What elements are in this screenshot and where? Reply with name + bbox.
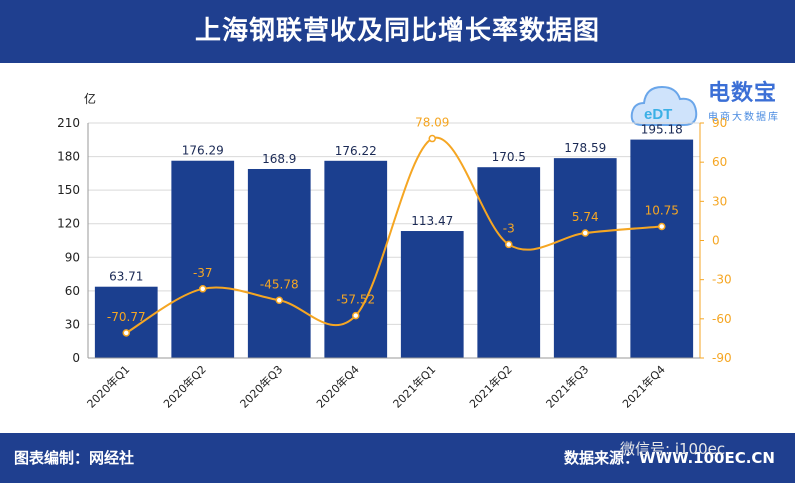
line-point bbox=[122, 329, 130, 337]
y-right-tick-label: 0 bbox=[712, 234, 720, 248]
brand-name: 电数宝 bbox=[708, 81, 778, 106]
line-point bbox=[581, 229, 589, 237]
bar bbox=[630, 139, 694, 358]
y-right-tick-label: 60 bbox=[712, 155, 727, 169]
bar bbox=[553, 158, 617, 358]
line-value-label: 78.09 bbox=[415, 116, 449, 130]
bar bbox=[324, 160, 388, 358]
x-tick-label: 2021年Q4 bbox=[619, 362, 668, 411]
x-tick-label: 2020年Q4 bbox=[313, 362, 362, 411]
wechat-id: 微信号: i100ec bbox=[620, 440, 726, 458]
y-left-tick-label: 180 bbox=[57, 150, 80, 164]
bar bbox=[247, 168, 311, 358]
x-axis: 2020年Q1 2020年Q2 2020年Q3 2020年Q4 2021年Q1 2021年… bbox=[84, 357, 700, 411]
y-axis-left: 0 30 60 90 120 150 180 210 bbox=[57, 116, 89, 365]
y-left-tick-label: 90 bbox=[65, 250, 80, 264]
line-point bbox=[352, 311, 360, 320]
growth-line bbox=[125, 136, 662, 334]
bar-value-label: 195.18 bbox=[641, 123, 683, 137]
line-series: -70.77 -37 -45.78 -57.52 78.09 -3 5.74 10.75 bbox=[107, 116, 679, 337]
bar bbox=[94, 286, 158, 358]
bar-value-label: 178.59 bbox=[564, 141, 606, 155]
bar-value-label: 63.71 bbox=[109, 270, 143, 284]
footer-source: 数据来源：WWW.100EC.CN bbox=[564, 449, 775, 467]
line-value-label: -3 bbox=[503, 221, 515, 235]
y-axis-right: -90 -60 -30 0 30 60 90 bbox=[699, 116, 732, 365]
x-tick-label: 2021年Q3 bbox=[543, 362, 592, 411]
brand-watermark: eDT 电数宝 电商大数据库 bbox=[630, 75, 790, 135]
line-point bbox=[428, 134, 436, 143]
header-bar: 上海钢联营收及同比增长率数据图 bbox=[0, 0, 795, 63]
line-point bbox=[275, 296, 283, 305]
bar-value-label: 168.9 bbox=[262, 152, 296, 166]
line-point bbox=[658, 222, 666, 231]
y-left-tick-label: 60 bbox=[65, 284, 80, 298]
y-left-tick-label: 30 bbox=[65, 317, 80, 331]
line-value-label: -70.77 bbox=[107, 310, 146, 324]
y-right-tick-label: -90 bbox=[712, 351, 732, 365]
x-tick-label: 2020年Q2 bbox=[160, 362, 209, 411]
line-point bbox=[199, 285, 207, 293]
y-right-tick-label: 90 bbox=[712, 116, 727, 130]
x-tick-label: 2021年Q1 bbox=[390, 362, 439, 411]
x-tick-label: 2020年Q1 bbox=[84, 362, 133, 411]
y-right-tick-label: -60 bbox=[712, 312, 732, 326]
bar-series: 63.71 176.29 168.9 176.22 113.47 170.5 178.59 1… bbox=[94, 123, 694, 358]
brand-subtitle: 电商大数据库 bbox=[708, 112, 780, 123]
x-tick-label: 2021年Q2 bbox=[466, 362, 515, 411]
bar bbox=[477, 167, 541, 358]
chart-plot: 0 30 60 90 120 150 180 210 -90 -60 -30 0 30 60 90 63.… bbox=[57, 91, 732, 411]
line-value-label: -57.52 bbox=[336, 293, 375, 307]
bar-value-label: 170.5 bbox=[492, 150, 526, 164]
bar-value-label: 176.22 bbox=[335, 144, 377, 158]
bar-value-label: 176.29 bbox=[182, 144, 224, 158]
bar-value-label: 113.47 bbox=[411, 214, 453, 228]
y-left-tick-label: 120 bbox=[57, 217, 80, 231]
y-left-tick-label: 0 bbox=[72, 351, 80, 365]
footer-credit: 图表编制：网经社 bbox=[14, 449, 135, 467]
y-right-tick-label: -30 bbox=[712, 273, 732, 287]
y-left-tick-label: 210 bbox=[57, 116, 80, 130]
logo-text: eDT bbox=[644, 106, 672, 123]
line-value-label: 10.75 bbox=[645, 203, 679, 217]
y-axis-unit-label: 亿 bbox=[84, 91, 96, 106]
cloud-logo-icon: eDT bbox=[630, 85, 698, 126]
bar bbox=[171, 160, 235, 358]
y-right-tick-label: 30 bbox=[712, 194, 727, 208]
chart-title: 上海钢联营收及同比增长率数据图 bbox=[194, 16, 600, 46]
footer-bar: 图表编制：网经社 数据来源：WWW.100EC.CN bbox=[0, 433, 795, 483]
line-value-label: -37 bbox=[193, 266, 213, 280]
y-left-tick-label: 150 bbox=[57, 183, 80, 197]
line-value-label: -45.78 bbox=[260, 277, 299, 291]
line-value-label: 5.74 bbox=[572, 210, 599, 224]
x-tick-label: 2020年Q3 bbox=[237, 362, 286, 411]
bar bbox=[400, 231, 464, 358]
line-point bbox=[505, 240, 513, 249]
